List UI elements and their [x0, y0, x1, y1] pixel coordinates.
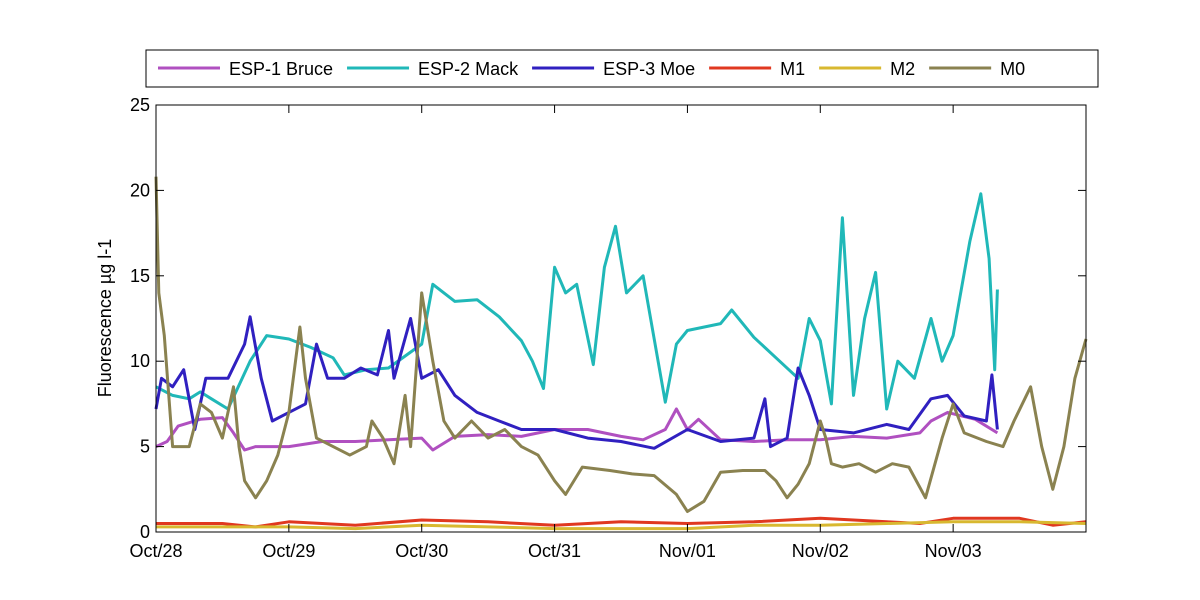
legend-label: M2 — [890, 59, 915, 79]
legend-label: ESP-2 Mack — [418, 59, 519, 79]
x-tick-label: Nov/02 — [792, 541, 849, 561]
series-line-esp-3-moe — [154, 315, 999, 450]
y-tick-label: 10 — [130, 351, 150, 371]
legend-label: M0 — [1000, 59, 1025, 79]
y-tick-label: 0 — [140, 522, 150, 542]
x-tick-label: Nov/03 — [925, 541, 982, 561]
series-line-esp-2-mack — [155, 192, 999, 411]
y-axis: 0 5 10 15 20 25 — [130, 95, 1086, 542]
x-tick-label: Oct/28 — [129, 541, 182, 561]
legend-label: ESP-1 Bruce — [229, 59, 333, 79]
series-line-esp-1-bruce — [155, 407, 999, 452]
x-tick-label: Oct/29 — [262, 541, 315, 561]
series-line-m1 — [156, 516, 1087, 529]
y-tick-label: 25 — [130, 95, 150, 115]
legend: ESP-1 Bruce ESP-2 Mack ESP-3 Moe M1 M2 M0 — [145, 49, 1099, 88]
legend-label: M1 — [780, 59, 805, 79]
x-tick-label: Oct/30 — [395, 541, 448, 561]
series-line-m2 — [156, 520, 1087, 531]
y-tick-label: 5 — [140, 437, 150, 457]
legend-label: ESP-3 Moe — [603, 59, 695, 79]
y-axis-label: Fluorescence µg l-1 — [95, 239, 115, 397]
plot-frame — [155, 104, 1087, 533]
plot-lines — [154, 176, 1088, 531]
x-tick-label: Nov/01 — [659, 541, 716, 561]
y-tick-label: 20 — [130, 180, 150, 200]
x-axis: Oct/28 Oct/29 Oct/30 Oct/31 Nov/01 Nov/02 Nov/… — [129, 105, 982, 561]
y-tick-label: 15 — [130, 266, 150, 286]
x-tick-label: Oct/31 — [528, 541, 581, 561]
series-line-m0 — [154, 176, 1088, 513]
